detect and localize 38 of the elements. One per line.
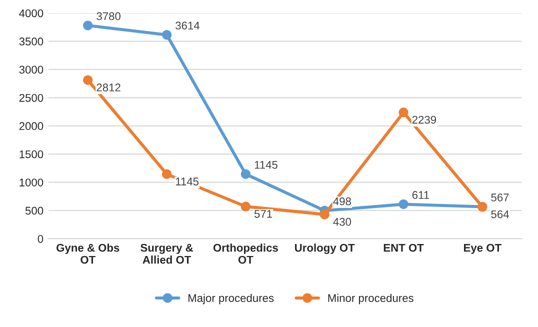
point: [83, 20, 93, 30]
data-label: 567: [491, 194, 509, 202]
x-tick-label: ENT OT: [384, 244, 424, 252]
data-label: 430: [333, 218, 352, 226]
y-tick-label: 4000: [19, 9, 44, 18]
y-tick-label: 3000: [19, 66, 44, 74]
data-label: 564: [491, 210, 509, 218]
legend-label: Minor procedures: [328, 294, 414, 304]
point: [240, 202, 251, 212]
y-tick-label: 2500: [19, 94, 44, 102]
y-tick-label: 500: [25, 206, 44, 215]
data-label: 611: [412, 191, 430, 199]
y-tick-label: 1500: [20, 150, 44, 158]
point: [240, 169, 251, 179]
point: [398, 199, 408, 210]
x-tick-label: Surgery & Allied OT: [140, 244, 193, 264]
y-tick-label: 1000: [20, 178, 44, 186]
y-tick-label: 0: [38, 234, 44, 243]
point: [83, 75, 93, 85]
data-label: 498: [333, 197, 351, 206]
x-tick-label: Orthopedics OT: [213, 244, 278, 264]
data-label: 3614: [176, 22, 200, 30]
x-tick-label: Gyne & Obs OT: [56, 244, 120, 264]
x-tick-label: Urology OT: [295, 244, 355, 254]
data-label: 3780: [96, 12, 120, 20]
data-label: 571: [254, 210, 272, 218]
data-label: 1145: [176, 178, 199, 186]
y-tick-label: 2000: [19, 122, 44, 130]
point: [320, 210, 330, 220]
y-tick-label: 3500: [19, 38, 44, 46]
data-label: 1145: [254, 161, 278, 169]
point: [398, 108, 408, 118]
data-label: 2239: [412, 116, 436, 124]
x-tick-label: Eye OT: [464, 244, 502, 254]
legend-label: Major procedures: [188, 294, 274, 304]
point: [162, 169, 172, 179]
data-label: 2812: [96, 84, 120, 92]
point: [162, 30, 172, 40]
